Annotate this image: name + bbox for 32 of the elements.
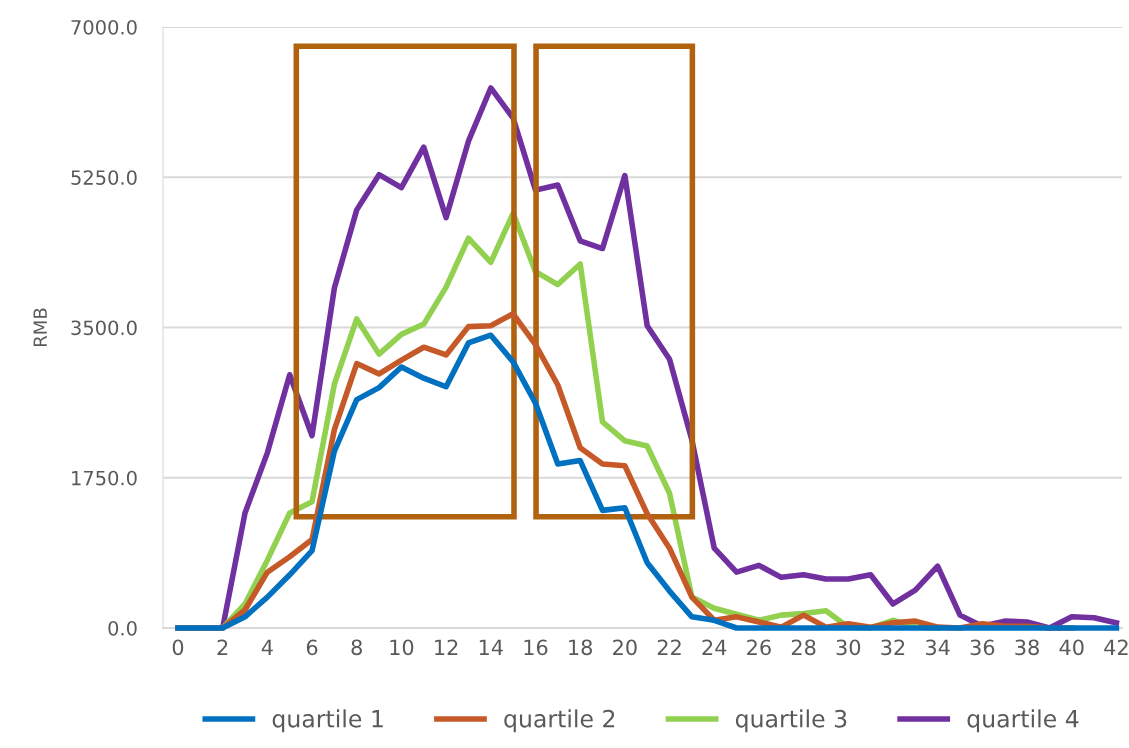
legend-label: quartile 2: [504, 709, 615, 733]
y-tick-label: 0.0: [108, 620, 137, 636]
x-tick-label: 14: [479, 639, 503, 655]
x-tick-label: 18: [569, 639, 592, 656]
x-tick-label: 24: [702, 639, 727, 655]
x-tick-label: 40: [1059, 639, 1084, 656]
x-tick-label: 38: [1015, 639, 1039, 656]
y-tick-label: 7000.0: [71, 19, 137, 35]
legend-label: quartile 3: [735, 709, 847, 733]
x-tick-label: 20: [613, 639, 637, 656]
y-tick-label: 1750.0: [72, 470, 137, 486]
x-tick-label: 8: [351, 639, 362, 656]
x-tick-label: 34: [926, 639, 950, 656]
legend-label: quartile 4: [967, 709, 1079, 733]
x-tick-label: 12: [435, 639, 458, 655]
x-tick-label: 32: [881, 639, 905, 656]
x-tick-label: 6: [306, 639, 318, 656]
y-axis-title: RMB: [33, 308, 47, 346]
x-tick-label: 26: [747, 639, 771, 656]
x-tick-label: 36: [970, 639, 995, 656]
x-tick-label: 2: [217, 639, 228, 655]
legend-label: quartile 1: [272, 709, 383, 733]
y-tick-label: 3500.0: [71, 320, 137, 336]
x-tick-label: 22: [657, 639, 681, 655]
x-tick-label: 30: [836, 639, 861, 656]
x-tick-label: 28: [791, 639, 816, 656]
y-tick-label: 5250.0: [71, 170, 137, 185]
x-tick-label: 4: [261, 639, 273, 655]
x-tick-label: 0: [172, 639, 184, 656]
x-tick-label: 42: [1104, 639, 1128, 655]
x-tick-label: 16: [524, 639, 548, 656]
x-tick-label: 10: [390, 639, 414, 656]
